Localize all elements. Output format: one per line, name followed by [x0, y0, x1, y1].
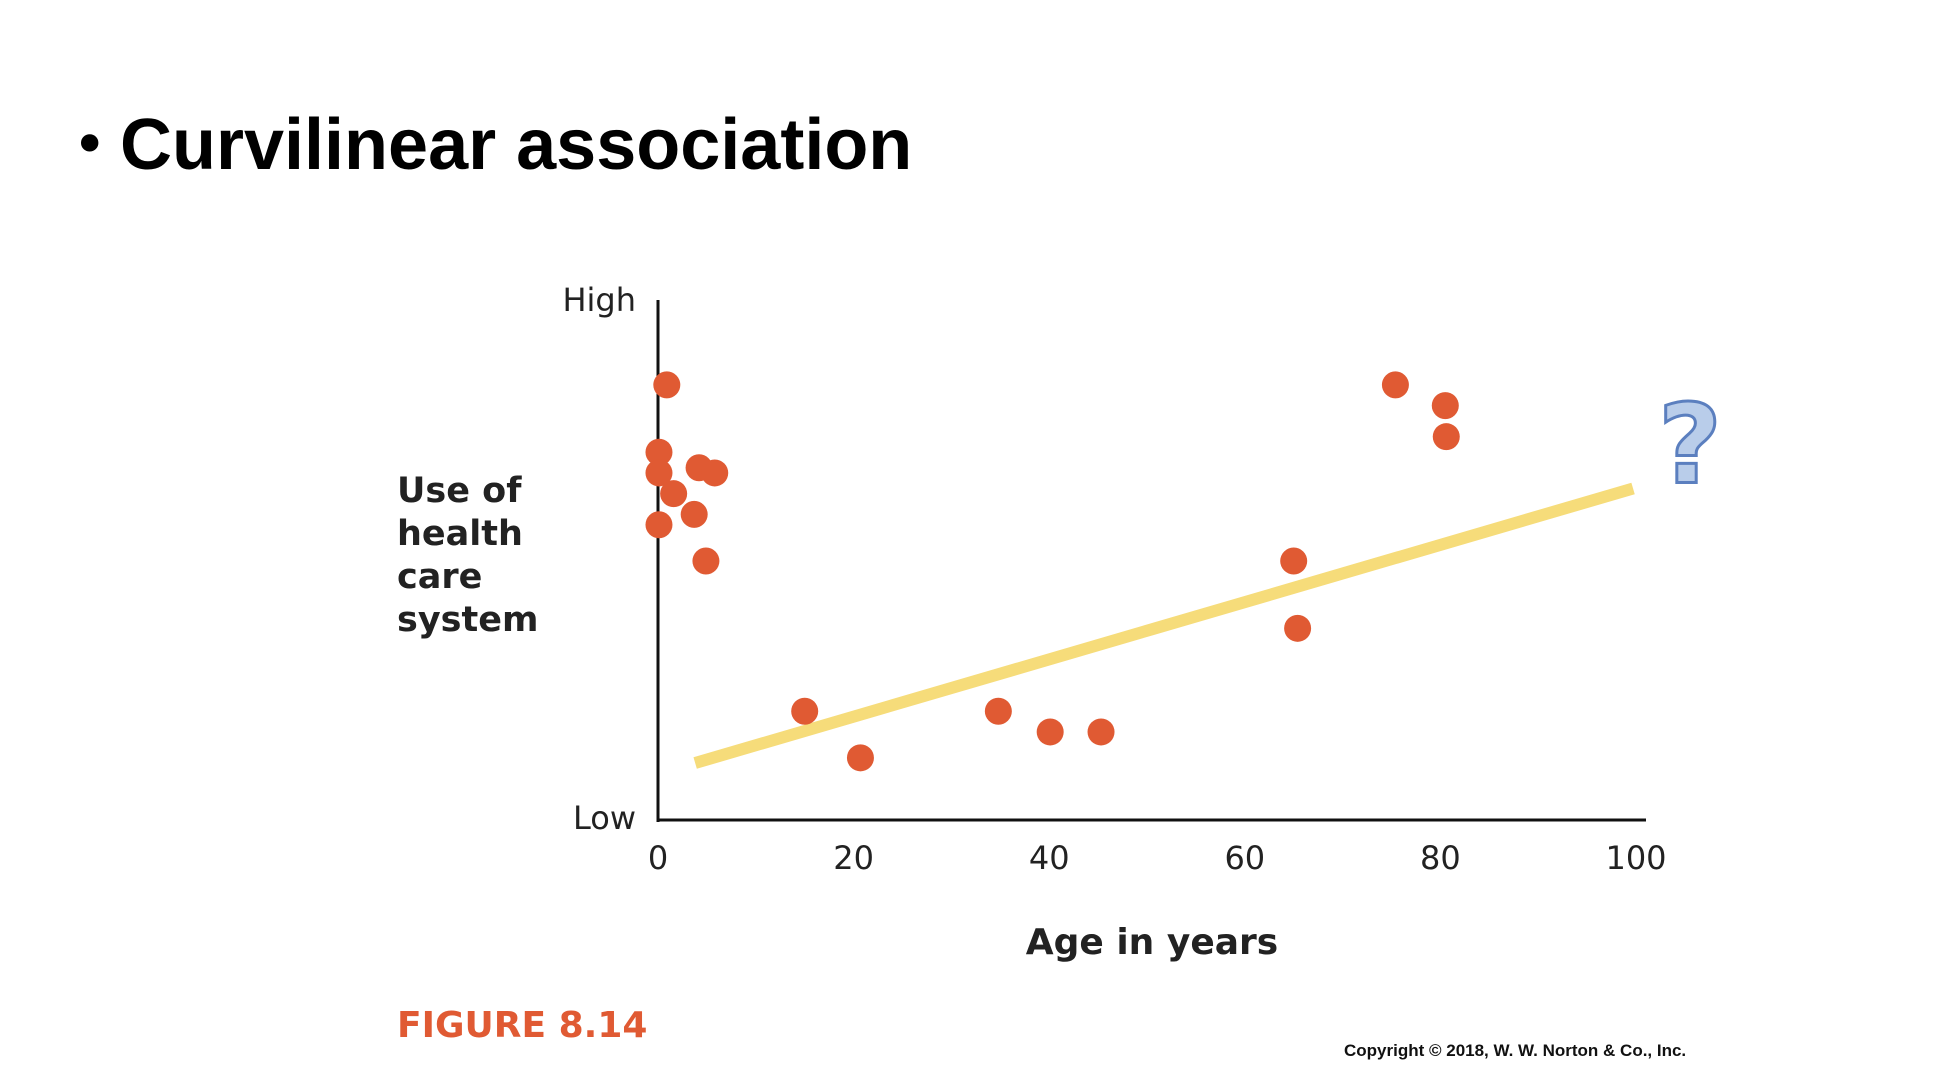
point	[692, 547, 720, 575]
point	[1036, 718, 1064, 746]
point	[984, 697, 1012, 725]
point	[660, 480, 688, 508]
copyright: Copyright © 2018, W. W. Norton & Co., In…	[1344, 1041, 1687, 1060]
x-tick-label: 0	[648, 839, 668, 877]
point	[791, 697, 819, 725]
point	[1431, 392, 1459, 420]
x-tick-label: 20	[833, 839, 874, 877]
point	[846, 744, 874, 772]
y-tick-label: Low	[573, 799, 636, 837]
x-tick-label: 100	[1605, 839, 1666, 877]
point	[1432, 423, 1460, 451]
x-tick-label: 80	[1420, 839, 1461, 877]
point	[1381, 371, 1409, 399]
point	[653, 371, 681, 399]
slide-title: Curvilinear association	[120, 105, 913, 185]
figure-label: FIGURE 8.14	[397, 1005, 648, 1046]
point	[645, 459, 673, 487]
point	[1087, 718, 1115, 746]
point	[701, 459, 729, 487]
x-axis-label: Age in years	[1026, 922, 1278, 963]
point	[680, 500, 708, 528]
trend-line	[693, 482, 1635, 769]
x-tick-label: 60	[1224, 839, 1265, 877]
point	[645, 438, 673, 466]
bullet: •	[72, 110, 108, 180]
point	[1284, 614, 1312, 642]
x-tick-label: 40	[1029, 839, 1070, 877]
y-axis-label: Use of health care system	[397, 471, 539, 640]
point	[1280, 547, 1308, 575]
annotation: ?	[1658, 380, 1722, 508]
y-tick-label: High	[562, 281, 636, 319]
point	[645, 511, 673, 539]
